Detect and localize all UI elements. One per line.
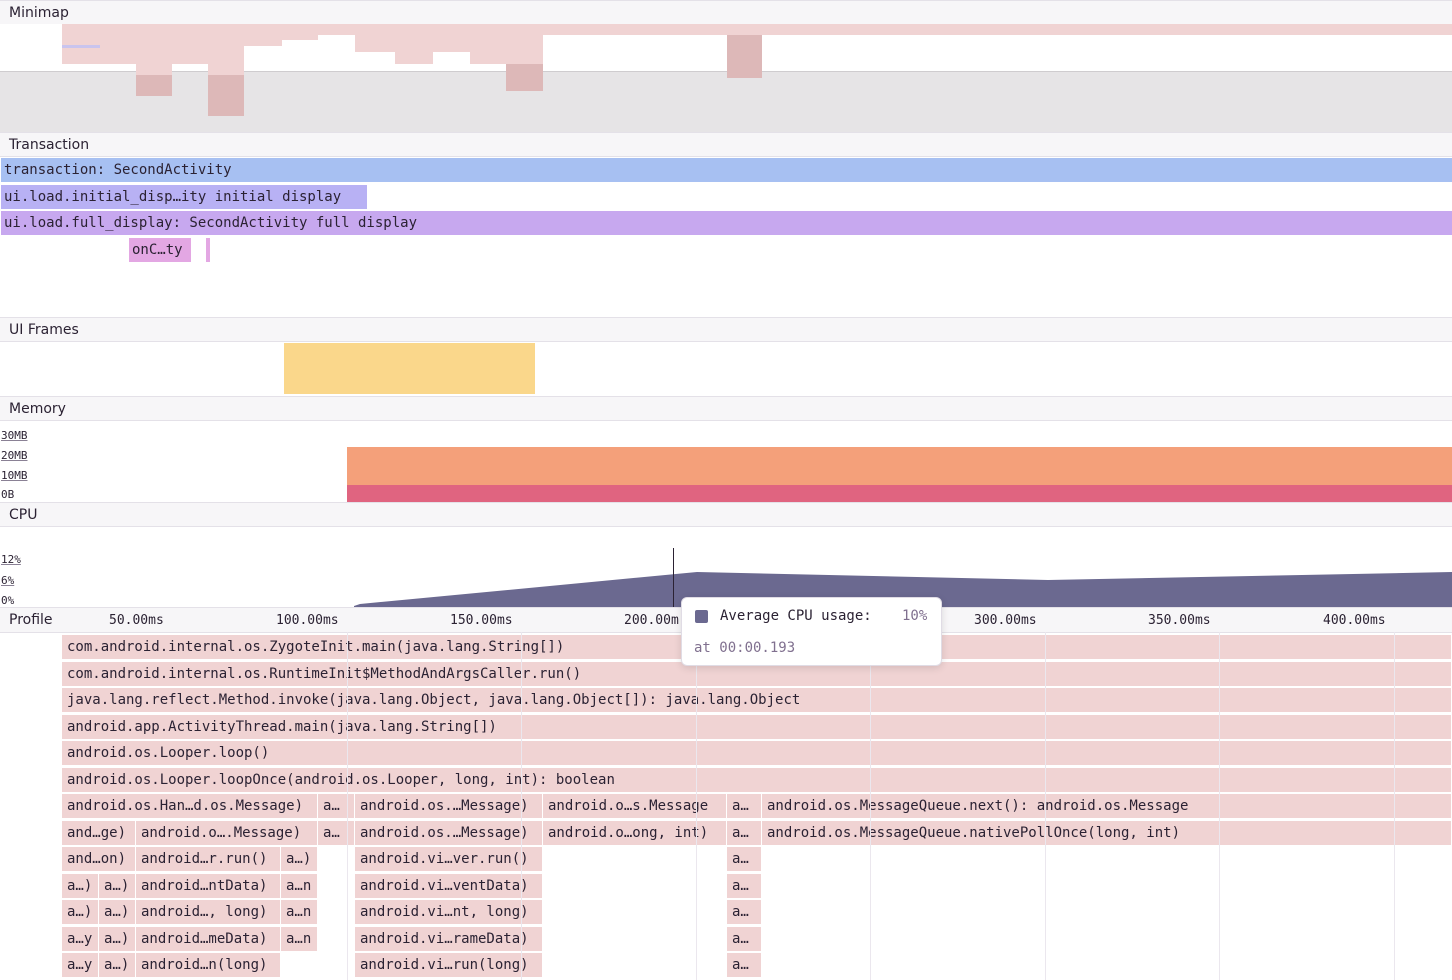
time-tick: 350.00ms [1148, 613, 1211, 628]
memory-axis-0b: 0B [1, 488, 15, 501]
time-tick: 200.00m [624, 613, 679, 628]
flame-frame[interactable]: a…n [281, 874, 318, 898]
memory-axis-20mb: 20MB [1, 449, 28, 462]
minimap-header: Minimap [0, 0, 1452, 25]
flame-frame[interactable]: android.os.Han…d.os.Message) [62, 794, 318, 818]
memory-native-area[interactable] [347, 485, 1452, 502]
minimap-label: Minimap [9, 5, 69, 21]
flame-frame[interactable]: android…meData) [136, 927, 281, 951]
flame-frame[interactable]: android…n(long) [136, 953, 281, 977]
flame-frame[interactable]: a…) [62, 874, 99, 898]
transaction-header: Transaction [0, 132, 1452, 157]
cpu-axis-12: 12% [1, 553, 21, 566]
grid-line [347, 632, 348, 980]
grid-line [1394, 632, 1395, 980]
flame-frame[interactable]: a…) [281, 847, 318, 871]
profile-label: Profile [9, 612, 53, 628]
flame-frame[interactable]: android.os.MessageQueue.next(): android.… [762, 794, 1452, 818]
full-display-span[interactable]: ui.load.full_display: SecondActivity ful… [1, 211, 1452, 235]
cpu-usage-area [354, 572, 1452, 608]
flame-frame[interactable]: android.os.Looper.loopOnce(android.os.Lo… [62, 768, 1452, 792]
flame-frame[interactable]: android.vi…ver.run() [355, 847, 543, 871]
flamegraph[interactable]: com.android.internal.os.ZygoteInit.main(… [0, 635, 1452, 980]
flame-frame[interactable]: android.os.…Message) [355, 821, 543, 845]
flame-frame[interactable]: a…) [99, 927, 136, 951]
flame-frame[interactable]: a…y [62, 927, 99, 951]
transaction-span[interactable]: transaction: SecondActivity [1, 158, 1452, 182]
slow-frame-bar[interactable] [284, 343, 535, 394]
tooltip-label: Average CPU usage: [720, 608, 872, 624]
transaction-label: Transaction [9, 137, 90, 153]
flame-frame[interactable]: android.os.…Message) [355, 794, 543, 818]
grid-line [521, 632, 522, 980]
minimap-flamegraph [0, 24, 1452, 132]
flame-frame[interactable]: android…ntData) [136, 874, 281, 898]
grid-line [696, 632, 697, 980]
time-tick: 300.00ms [974, 613, 1037, 628]
flame-frame[interactable]: and…on) [62, 847, 136, 871]
flame-frame[interactable]: android.vi…nt, long) [355, 900, 543, 924]
flame-frame[interactable]: a… [727, 847, 762, 871]
flame-frame[interactable]: a… [727, 794, 762, 818]
flame-frame[interactable]: a…) [99, 953, 136, 977]
grid-line [870, 632, 871, 980]
cpu-usage-chart[interactable] [0, 528, 1452, 608]
flame-frame[interactable]: a… [727, 953, 762, 977]
flame-frame[interactable]: android.os.MessageQueue.nativePollOnce(l… [762, 821, 1452, 845]
flame-frame[interactable]: java.lang.reflect.Method.invoke(java.lan… [62, 688, 1452, 712]
ui-frames-label: UI Frames [9, 322, 79, 338]
flame-frame[interactable]: android.os.Looper.loop() [62, 741, 1452, 765]
memory-axis-10mb: 10MB [1, 469, 28, 482]
cpu-tooltip: Average CPU usage: 10% at 00:00.193 [681, 597, 942, 666]
cpu-label: CPU [9, 507, 38, 523]
flame-frame[interactable]: android.vi…ventData) [355, 874, 543, 898]
flame-frame[interactable]: and…ge) [62, 821, 136, 845]
flame-frame[interactable]: android.o…ong, int) [543, 821, 727, 845]
tooltip-time: at 00:00.193 [694, 640, 796, 656]
cpu-header: CPU [0, 502, 1452, 527]
flame-frame[interactable]: android…r.run() [136, 847, 281, 871]
flame-frame[interactable]: a…n [281, 927, 318, 951]
flame-frame[interactable]: android.vi…rameData) [355, 927, 543, 951]
cpu-axis-6: 6% [1, 574, 15, 587]
grid-line [1219, 632, 1220, 980]
grid-line [1045, 632, 1046, 980]
flame-frame[interactable]: a… [318, 821, 355, 845]
memory-axis-30mb: 30MB [1, 429, 28, 442]
flame-frame[interactable]: android.app.ActivityThread.main(java.lan… [62, 715, 1452, 739]
on-create-span[interactable]: onC…ty [129, 238, 191, 262]
flame-frame[interactable]: a… [318, 794, 355, 818]
flame-frame[interactable]: android…, long) [136, 900, 281, 924]
flame-frame[interactable]: android.o….Message) [136, 821, 318, 845]
flame-frame[interactable]: a…) [99, 900, 136, 924]
flame-frame[interactable]: a…n [281, 900, 318, 924]
memory-heap-area[interactable] [347, 447, 1452, 485]
flame-frame[interactable]: a…y [62, 953, 99, 977]
memory-header: Memory [0, 396, 1452, 421]
memory-label: Memory [9, 401, 66, 417]
minimap[interactable] [0, 24, 1452, 132]
flame-frame[interactable]: a… [727, 821, 762, 845]
time-tick: 400.00ms [1323, 613, 1386, 628]
flame-frame[interactable]: com.android.internal.os.RuntimeInit$Meth… [62, 662, 1452, 686]
time-tick: 150.00ms [450, 613, 513, 628]
flame-frame[interactable]: a… [727, 874, 762, 898]
cpu-axis-0: 0% [1, 594, 15, 607]
flame-frame[interactable]: a…) [62, 900, 99, 924]
small-span[interactable] [206, 238, 210, 262]
flame-frame[interactable]: a… [727, 927, 762, 951]
tooltip-value: 10% [902, 608, 928, 624]
cpu-legend-swatch [695, 610, 708, 623]
ui-frames-header: UI Frames [0, 317, 1452, 342]
flame-frame[interactable]: a…) [99, 874, 136, 898]
time-tick: 50.00ms [109, 613, 164, 628]
flame-frame[interactable]: a… [727, 900, 762, 924]
flame-frame[interactable]: android.o…s.Message [543, 794, 727, 818]
time-tick: 100.00ms [276, 613, 339, 628]
flame-frame[interactable]: android.vi…run(long) [355, 953, 543, 977]
initial-display-span[interactable]: ui.load.initial_disp…ity initial display [1, 185, 367, 209]
